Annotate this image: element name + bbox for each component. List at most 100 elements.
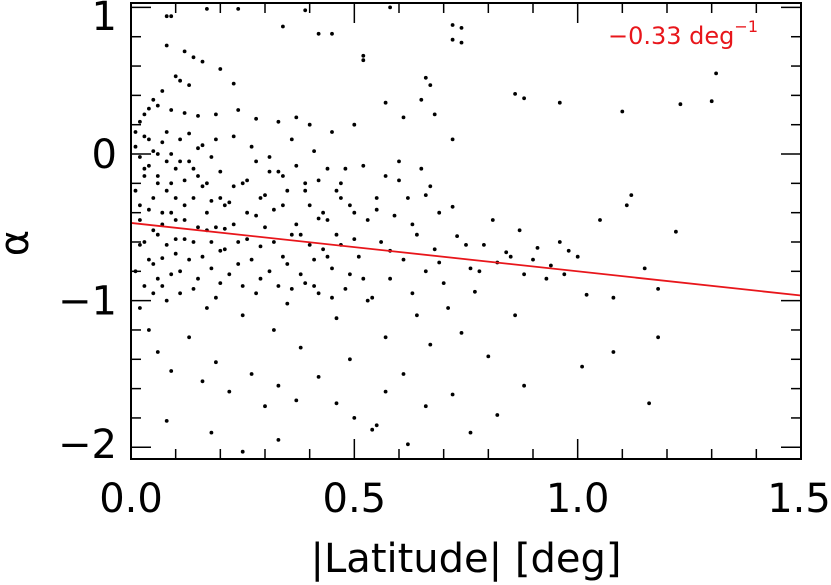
data-point: [486, 354, 491, 359]
data-point: [240, 313, 245, 318]
data-point: [263, 404, 267, 409]
y-tick-label: −1: [58, 279, 117, 325]
data-point: [240, 181, 245, 186]
data-point: [138, 119, 142, 124]
data-point: [330, 130, 334, 134]
data-point: [361, 58, 366, 63]
data-point: [517, 228, 522, 233]
data-point: [656, 335, 660, 340]
data-point: [365, 298, 370, 303]
data-point: [397, 159, 401, 164]
data-point: [200, 143, 205, 148]
data-point: [468, 266, 473, 271]
data-point: [182, 111, 187, 115]
data-point: [348, 357, 352, 362]
data-point: [289, 137, 294, 142]
data-point: [209, 240, 214, 244]
data-point: [236, 240, 241, 244]
data-point: [334, 316, 339, 321]
data-point: [254, 159, 258, 164]
data-point: [482, 243, 486, 247]
data-point: [214, 112, 218, 117]
x-tick-label: 1.0: [546, 476, 610, 522]
data-point: [155, 181, 160, 186]
data-point: [513, 313, 517, 318]
data-point: [222, 203, 227, 208]
data-point: [147, 106, 151, 111]
data-point: [249, 372, 254, 376]
data-point: [196, 276, 200, 281]
data-point: [339, 196, 343, 200]
data-point: [312, 284, 316, 288]
data-point: [303, 281, 308, 285]
data-point: [164, 159, 169, 164]
data-point: [383, 335, 388, 340]
data-point: [231, 134, 236, 139]
data-point: [187, 83, 192, 87]
data-point: [178, 159, 183, 164]
y-tick-label: 1: [92, 0, 117, 40]
data-point: [522, 96, 526, 101]
data-point: [316, 31, 321, 36]
data-point: [173, 196, 178, 200]
data-point: [401, 257, 406, 262]
data-point: [294, 398, 299, 403]
data-point: [138, 155, 142, 159]
data-point: [441, 281, 446, 285]
data-point: [535, 246, 540, 250]
data-point: [410, 222, 415, 227]
data-point: [325, 254, 330, 259]
data-point: [415, 232, 419, 237]
data-point: [258, 244, 263, 249]
x-tick-label: 1.5: [767, 476, 831, 522]
data-point: [236, 108, 241, 112]
data-point: [522, 383, 526, 388]
data-point: [325, 166, 330, 171]
data-point: [410, 291, 415, 296]
data-point: [267, 169, 272, 174]
data-point: [432, 247, 437, 252]
data-point: [406, 196, 410, 200]
data-point: [142, 284, 147, 288]
data-point: [334, 401, 339, 406]
data-point: [169, 369, 174, 373]
data-point: [312, 149, 316, 154]
data-point: [709, 99, 714, 104]
data-point: [361, 163, 366, 168]
data-point: [209, 266, 214, 271]
data-point: [258, 276, 263, 281]
data-point: [200, 379, 205, 384]
data-point: [361, 53, 366, 58]
data-point: [173, 237, 178, 242]
data-point: [406, 442, 410, 447]
data-point: [642, 266, 647, 271]
data-point: [164, 14, 169, 19]
data-point: [191, 287, 196, 291]
data-points: [133, 5, 718, 454]
data-point: [249, 257, 254, 262]
data-point: [473, 289, 477, 294]
data-point: [231, 81, 236, 86]
data-point: [423, 193, 428, 198]
data-point: [142, 240, 147, 244]
data-point: [218, 196, 223, 200]
plot-frame: [130, 2, 802, 460]
data-point: [397, 178, 401, 183]
data-point: [598, 218, 602, 222]
data-point: [147, 257, 151, 262]
data-point: [423, 269, 428, 274]
data-point: [267, 155, 272, 159]
data-point: [245, 210, 250, 215]
data-point: [254, 213, 258, 218]
data-point: [182, 218, 187, 222]
data-point: [281, 24, 285, 29]
data-point: [419, 97, 424, 102]
data-point: [620, 109, 625, 114]
data-point: [222, 247, 227, 252]
data-point: [169, 108, 174, 112]
data-point: [298, 272, 303, 277]
data-point: [330, 295, 334, 300]
data-point: [343, 287, 348, 291]
data-point: [155, 276, 160, 281]
data-point: [468, 430, 473, 435]
